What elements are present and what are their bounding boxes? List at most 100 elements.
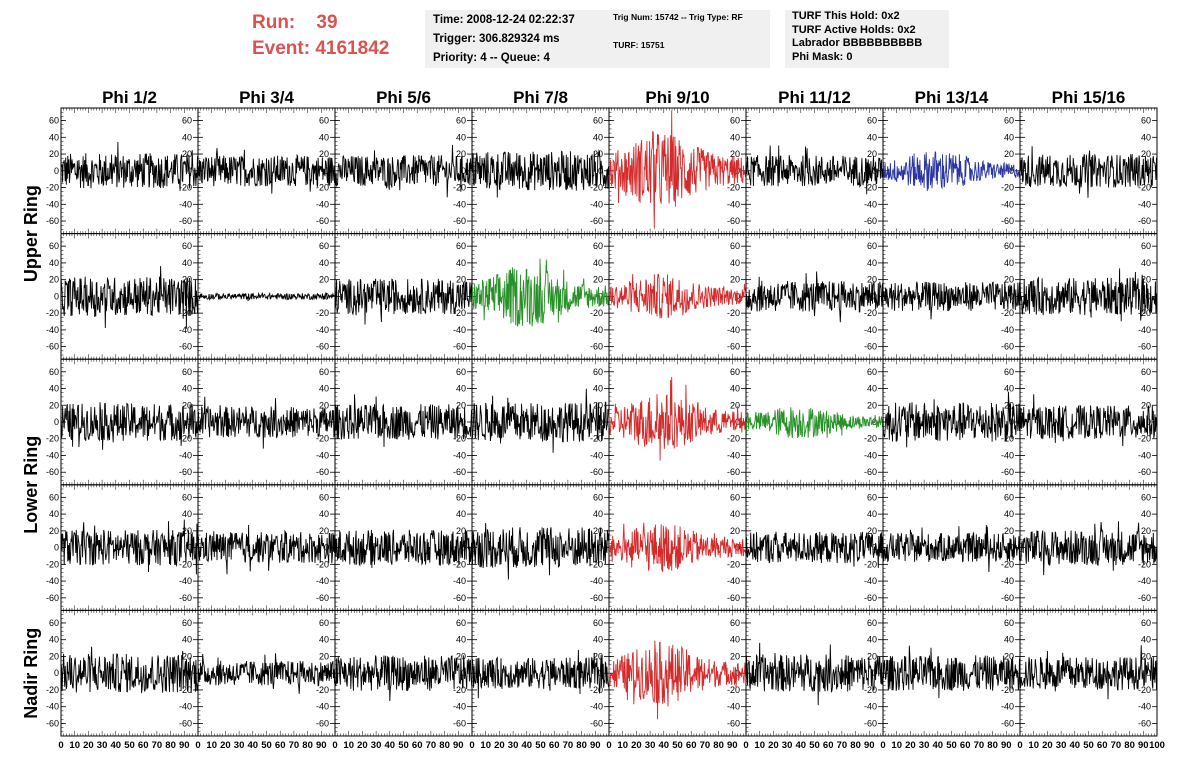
y-tick-label: -20: [590, 434, 603, 444]
y-tick-label-outer: -60: [46, 342, 59, 352]
y-tick-label: -40: [316, 450, 329, 460]
y-tick-label: 40: [1004, 132, 1014, 142]
y-tick-label: 60: [1004, 367, 1014, 377]
y-tick-label: -20: [453, 559, 466, 569]
waveform-trace: [197, 524, 336, 575]
waveform-trace: [1019, 394, 1158, 447]
y-tick-label: 40: [182, 132, 192, 142]
y-tick-label: -60: [864, 342, 877, 352]
y-tick-label: 40: [593, 509, 603, 519]
y-tick-label: 60: [319, 116, 329, 126]
y-tick-label: 40: [319, 509, 329, 519]
waveform-trace: [60, 519, 199, 575]
y-tick-label: 60: [456, 492, 466, 502]
y-tick-label: -40: [1138, 199, 1151, 209]
waveform-trace: [60, 141, 199, 191]
y-tick-label: -40: [1001, 576, 1014, 586]
y-tick-label: 60: [456, 367, 466, 377]
y-tick-label-outer: -20: [46, 183, 59, 193]
y-tick-label: 0: [461, 543, 466, 553]
y-tick-label: -60: [1138, 342, 1151, 352]
y-tick-label: -60: [727, 216, 740, 226]
y-tick-label-outer: 40: [49, 509, 59, 519]
trigger-info-box: Trig Num: 15742 -- Trig Type: RF TURF: 1…: [605, 10, 770, 68]
y-tick-label: 40: [182, 384, 192, 394]
y-tick-label: 40: [182, 258, 192, 268]
y-tick-label: 40: [1004, 384, 1014, 394]
y-tick-label: -40: [590, 325, 603, 335]
y-tick-label-outer: 40: [49, 132, 59, 142]
y-tick-label: -40: [864, 199, 877, 209]
y-tick-label: -60: [316, 342, 329, 352]
waveform-trace: [471, 258, 610, 327]
y-tick-label: 20: [593, 275, 603, 285]
y-tick-label: -40: [727, 576, 740, 586]
run-line: Run: 39: [252, 10, 389, 36]
y-tick-label: 60: [456, 116, 466, 126]
y-tick-label-outer: -40: [46, 325, 59, 335]
priority-text: Priority: 4 -- Queue: 4: [433, 52, 550, 64]
y-tick-label: 0: [1146, 417, 1151, 427]
y-tick-label: -40: [453, 199, 466, 209]
y-tick-label: -20: [453, 183, 466, 193]
y-tick-label: 60: [319, 241, 329, 251]
y-tick-label: 60: [182, 492, 192, 502]
turf-num-text: TURF: 15751: [613, 40, 665, 50]
y-tick-label: 20: [456, 526, 466, 536]
y-tick-label: 20: [730, 400, 740, 410]
y-tick-label: -40: [1138, 325, 1151, 335]
y-tick-label: 20: [319, 149, 329, 159]
y-tick-label: 40: [867, 384, 877, 394]
y-tick-label-outer: 20: [49, 275, 59, 285]
y-tick-label: -20: [864, 434, 877, 444]
waveform-trace: [334, 144, 473, 198]
y-tick-label: 20: [730, 275, 740, 285]
y-tick-label: 20: [730, 526, 740, 536]
y-tick-label: 60: [319, 492, 329, 502]
phi-mask-text: Phi Mask: 0: [792, 50, 853, 63]
y-tick-label: -40: [727, 450, 740, 460]
y-tick-label-outer: 40: [49, 384, 59, 394]
waveform-trace: [745, 407, 884, 439]
y-tick-label: -60: [727, 593, 740, 603]
y-tick-label: -40: [864, 325, 877, 335]
y-tick-label: -20: [864, 183, 877, 193]
labrador-text: Labrador BBBBBBBBBB: [792, 37, 923, 49]
y-tick-label: -60: [316, 593, 329, 603]
event-value: 4161842: [315, 38, 390, 59]
y-tick-label: -40: [727, 199, 740, 209]
waveform-trace: [745, 271, 884, 323]
y-tick-label: 20: [1141, 275, 1151, 285]
column-header: Phi 11/12: [778, 88, 851, 107]
y-tick-label: 20: [456, 400, 466, 410]
waveform-trace: [198, 291, 336, 302]
y-tick-label-outer: 20: [49, 400, 59, 410]
y-tick-label: -20: [590, 183, 603, 193]
y-tick-label-outer: -40: [46, 576, 59, 586]
y-tick-label-outer: 0: [54, 543, 59, 553]
y-tick-label: -20: [590, 308, 603, 318]
y-tick-label: 20: [867, 400, 877, 410]
y-tick-label: -20: [179, 559, 192, 569]
y-tick-label: 40: [593, 384, 603, 394]
y-tick-label: -60: [1001, 593, 1014, 603]
y-tick-label: -60: [1138, 593, 1151, 603]
y-tick-label: -60: [453, 216, 466, 226]
waveform-trace: [334, 394, 473, 447]
y-tick-label-outer: 0: [54, 417, 59, 427]
y-tick-label: -40: [1001, 450, 1014, 460]
y-tick-label: 0: [461, 166, 466, 176]
y-tick-label: -20: [1138, 183, 1151, 193]
y-tick-label: -60: [316, 467, 329, 477]
y-tick-label: -40: [179, 450, 192, 460]
y-tick-label: 0: [461, 417, 466, 427]
column-header: Phi 3/4: [239, 88, 294, 107]
column-header: Phi 15/16: [1052, 88, 1126, 107]
y-tick-label: 40: [319, 258, 329, 268]
y-tick-label: -20: [1001, 559, 1014, 569]
y-tick-label: 40: [730, 509, 740, 519]
y-tick-label: 0: [461, 291, 466, 301]
y-tick-label: 20: [1141, 149, 1151, 159]
y-tick-label: -60: [179, 216, 192, 226]
y-tick-label: 60: [867, 367, 877, 377]
